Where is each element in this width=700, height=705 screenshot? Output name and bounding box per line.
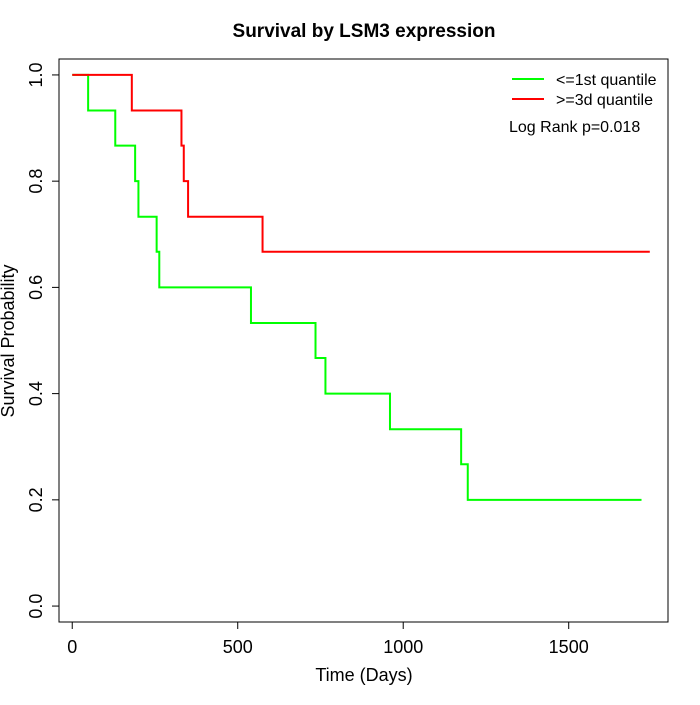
y-tick-label: 0.4 (26, 381, 46, 406)
x-axis-label: Time (Days) (315, 665, 412, 685)
x-tick-label: 500 (223, 637, 253, 657)
plot-frame (58, 58, 669, 623)
x-tick-label: 1500 (549, 637, 589, 657)
y-axis: 0.0 0.2 0.4 0.6 0.8 1.0 (26, 62, 60, 619)
y-tick-label: 1.0 (26, 62, 46, 87)
x-tick-label: 1000 (383, 637, 423, 657)
chart-title: Survival by LSM3 expression (233, 21, 496, 42)
legend-label: <=1st quantile (556, 72, 657, 89)
log-rank-annotation: Log Rank p=0.018 (509, 119, 640, 136)
series-lines (72, 73, 650, 501)
y-tick-label: 0.2 (26, 487, 46, 512)
legend: <=1st quantile >=3d quantile (512, 72, 657, 109)
series-line-2 (72, 73, 650, 253)
y-tick-label: 0.8 (26, 169, 46, 194)
y-axis-label: Survival Probability (0, 264, 18, 417)
series-line-1 (72, 73, 642, 501)
y-tick-label: 0.6 (26, 275, 46, 300)
x-tick-label: 0 (67, 637, 77, 657)
legend-label: >=3d quantile (556, 92, 653, 109)
y-tick-label: 0.0 (26, 594, 46, 619)
x-axis: 0 500 1000 1500 (67, 621, 589, 657)
